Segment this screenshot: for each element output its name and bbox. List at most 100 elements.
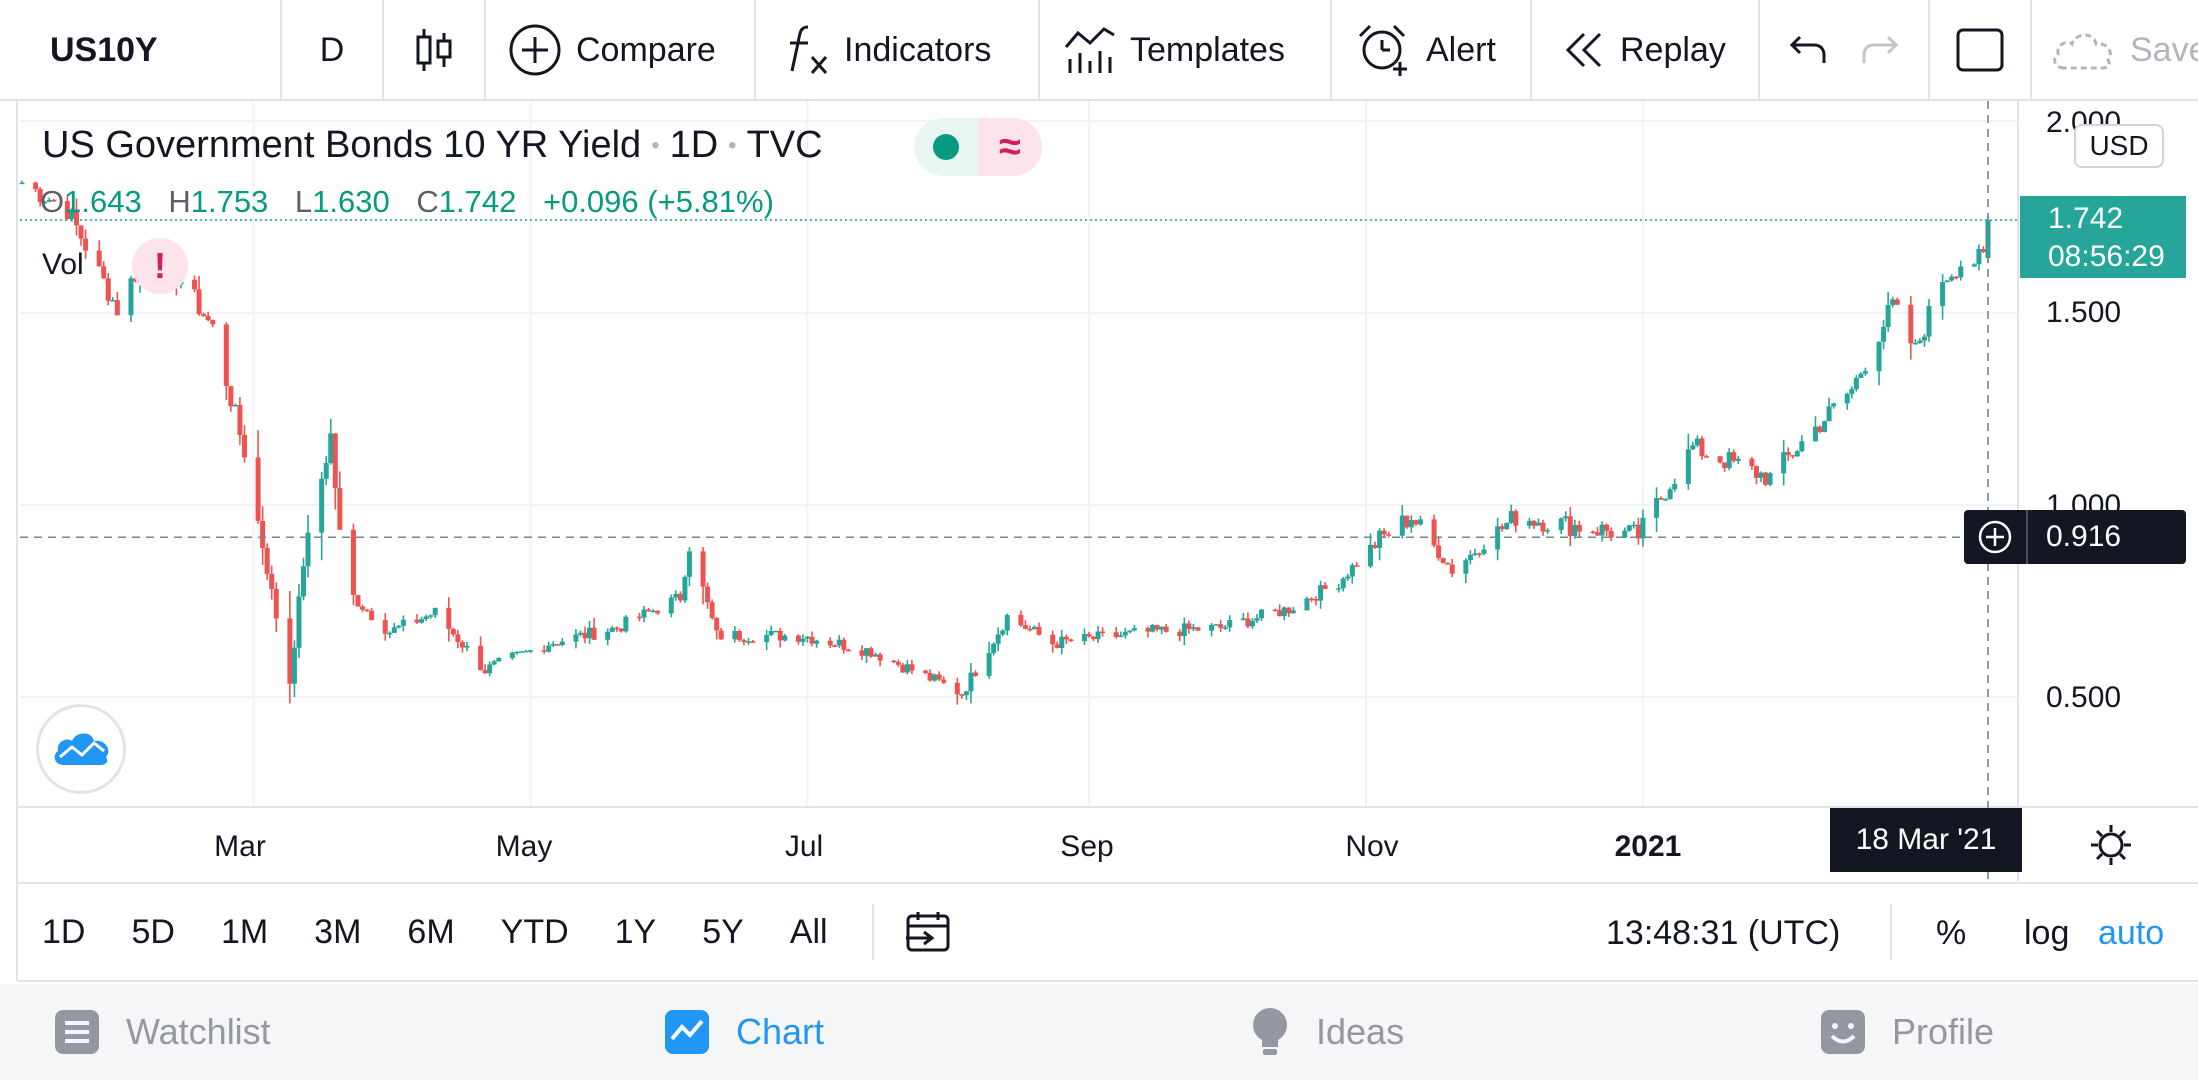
delayed-data-icon[interactable]: ≈ — [978, 118, 1042, 176]
time-tick-label: Sep — [1060, 830, 1114, 863]
candle-body — [895, 661, 901, 665]
candle-body — [110, 300, 116, 302]
candle-body — [745, 641, 751, 643]
compare-button[interactable]: Compare — [486, 0, 756, 100]
candle-body — [1000, 630, 1006, 635]
candle-body — [795, 635, 801, 642]
candle-body — [1032, 626, 1038, 630]
candle-body — [19, 182, 25, 185]
candle-body — [269, 573, 275, 589]
range-all-button[interactable]: All — [789, 912, 828, 951]
range-ytd-button[interactable]: YTD — [500, 912, 569, 951]
nav-chart[interactable]: Chart — [664, 984, 824, 1080]
candle-body — [782, 635, 788, 641]
price-chart[interactable] — [0, 101, 2198, 881]
candle-body — [1240, 618, 1246, 621]
candle-body — [241, 434, 247, 458]
candle-body — [923, 670, 929, 673]
candle-body — [673, 593, 679, 598]
chart-settings-button[interactable] — [2088, 822, 2134, 868]
candle-body — [1408, 520, 1414, 528]
candle-body — [986, 653, 992, 676]
candle-body — [1894, 299, 1900, 305]
market-open-status-icon[interactable] — [914, 118, 978, 176]
tradingview-logo-button[interactable] — [36, 704, 126, 794]
candle-body — [1763, 472, 1769, 485]
range-6m-button[interactable]: 6M — [407, 912, 455, 951]
interval-button[interactable]: D — [282, 0, 384, 100]
candle-body — [455, 634, 461, 642]
nav-profile-label: Profile — [1892, 1011, 1995, 1052]
candle-body — [1127, 630, 1133, 633]
date-range-bar: 1D 5D 1M 3M 6M YTD 1Y 5Y All 13:48:31 (U… — [18, 882, 2198, 982]
change-value: +0.096 (+5.81%) — [542, 184, 774, 219]
candle-body — [1063, 636, 1069, 640]
chart-icon — [664, 1009, 710, 1055]
replay-label: Replay — [1620, 30, 1726, 69]
candle-body — [264, 547, 270, 574]
add-plus-icon[interactable] — [1964, 510, 2028, 564]
fullscreen-button[interactable] — [1930, 0, 2032, 100]
candle-body — [605, 631, 611, 640]
symbol-search-button[interactable]: US10Y — [20, 0, 282, 100]
volume-warning-icon[interactable]: ! — [132, 238, 188, 294]
indicators-button[interactable]: Indicators — [756, 0, 1040, 100]
save-button[interactable]: Save — [2032, 0, 2198, 100]
range-1m-button[interactable]: 1M — [220, 912, 269, 951]
candle-body — [718, 630, 724, 640]
candle-body — [1790, 455, 1796, 457]
candle-body — [859, 650, 865, 656]
candle-body — [78, 225, 84, 239]
candle-body — [1054, 644, 1060, 648]
go-to-date-button[interactable] — [904, 910, 952, 954]
candle-body — [1368, 544, 1374, 567]
market-status-badges[interactable]: ≈ — [914, 118, 1042, 176]
candle-body — [319, 478, 325, 533]
candle-body — [1767, 473, 1773, 485]
candle-body — [1318, 585, 1324, 601]
candle-body — [1322, 585, 1328, 589]
volume-legend-label[interactable]: Vol — [42, 248, 84, 281]
replay-button[interactable]: Replay — [1532, 0, 1760, 100]
undo-icon[interactable] — [1788, 33, 1828, 67]
symbol-label: US10Y — [50, 30, 158, 69]
candle-body — [1912, 343, 1918, 345]
currency-button[interactable]: USD — [2074, 124, 2164, 168]
candle-body — [1377, 530, 1383, 548]
candles-icon — [414, 25, 454, 75]
range-5y-button[interactable]: 5Y — [702, 912, 744, 951]
nav-profile[interactable]: Profile — [1820, 984, 1994, 1080]
candle-body — [450, 628, 456, 635]
candle-body — [1131, 628, 1137, 631]
chart-type-button[interactable] — [384, 0, 486, 100]
alert-button[interactable]: Alert — [1332, 0, 1532, 100]
candle-body — [777, 630, 783, 641]
nav-ideas[interactable]: Ideas — [1250, 984, 1404, 1080]
nav-watchlist[interactable]: Watchlist — [54, 984, 271, 1080]
auto-scale-button[interactable]: auto — [2098, 914, 2165, 952]
range-1y-button[interactable]: 1Y — [614, 912, 657, 951]
range-3m-button[interactable]: 3M — [314, 912, 362, 951]
price-tick-label: 1.500 — [2046, 296, 2122, 329]
redo-icon[interactable] — [1860, 33, 1900, 67]
range-5d-button[interactable]: 5D — [131, 912, 175, 951]
candle-body — [128, 278, 134, 316]
candle-body — [587, 627, 593, 639]
candle-body — [1622, 530, 1628, 538]
candle-body — [1731, 452, 1737, 461]
range-1d-button[interactable]: 1D — [42, 912, 86, 951]
chart-area[interactable] — [0, 101, 2198, 881]
candle-body — [1209, 624, 1215, 631]
candle-body — [1876, 341, 1882, 372]
alarm-clock-icon — [1356, 22, 1412, 78]
candle-body — [73, 209, 79, 226]
percent-scale-button[interactable]: % — [1936, 914, 1967, 952]
candle-body — [1858, 373, 1864, 378]
utc-clock[interactable]: 13:48:31 (UTC) — [1606, 914, 1841, 952]
templates-button[interactable]: Templates — [1040, 0, 1332, 100]
series-legend-title[interactable]: US Government Bonds 10 YR Yield • 1D • T… — [42, 124, 823, 167]
candle-body — [114, 300, 120, 316]
log-scale-button[interactable]: log — [2024, 914, 2070, 952]
candle-body — [1186, 623, 1192, 629]
candle-body — [37, 189, 43, 203]
